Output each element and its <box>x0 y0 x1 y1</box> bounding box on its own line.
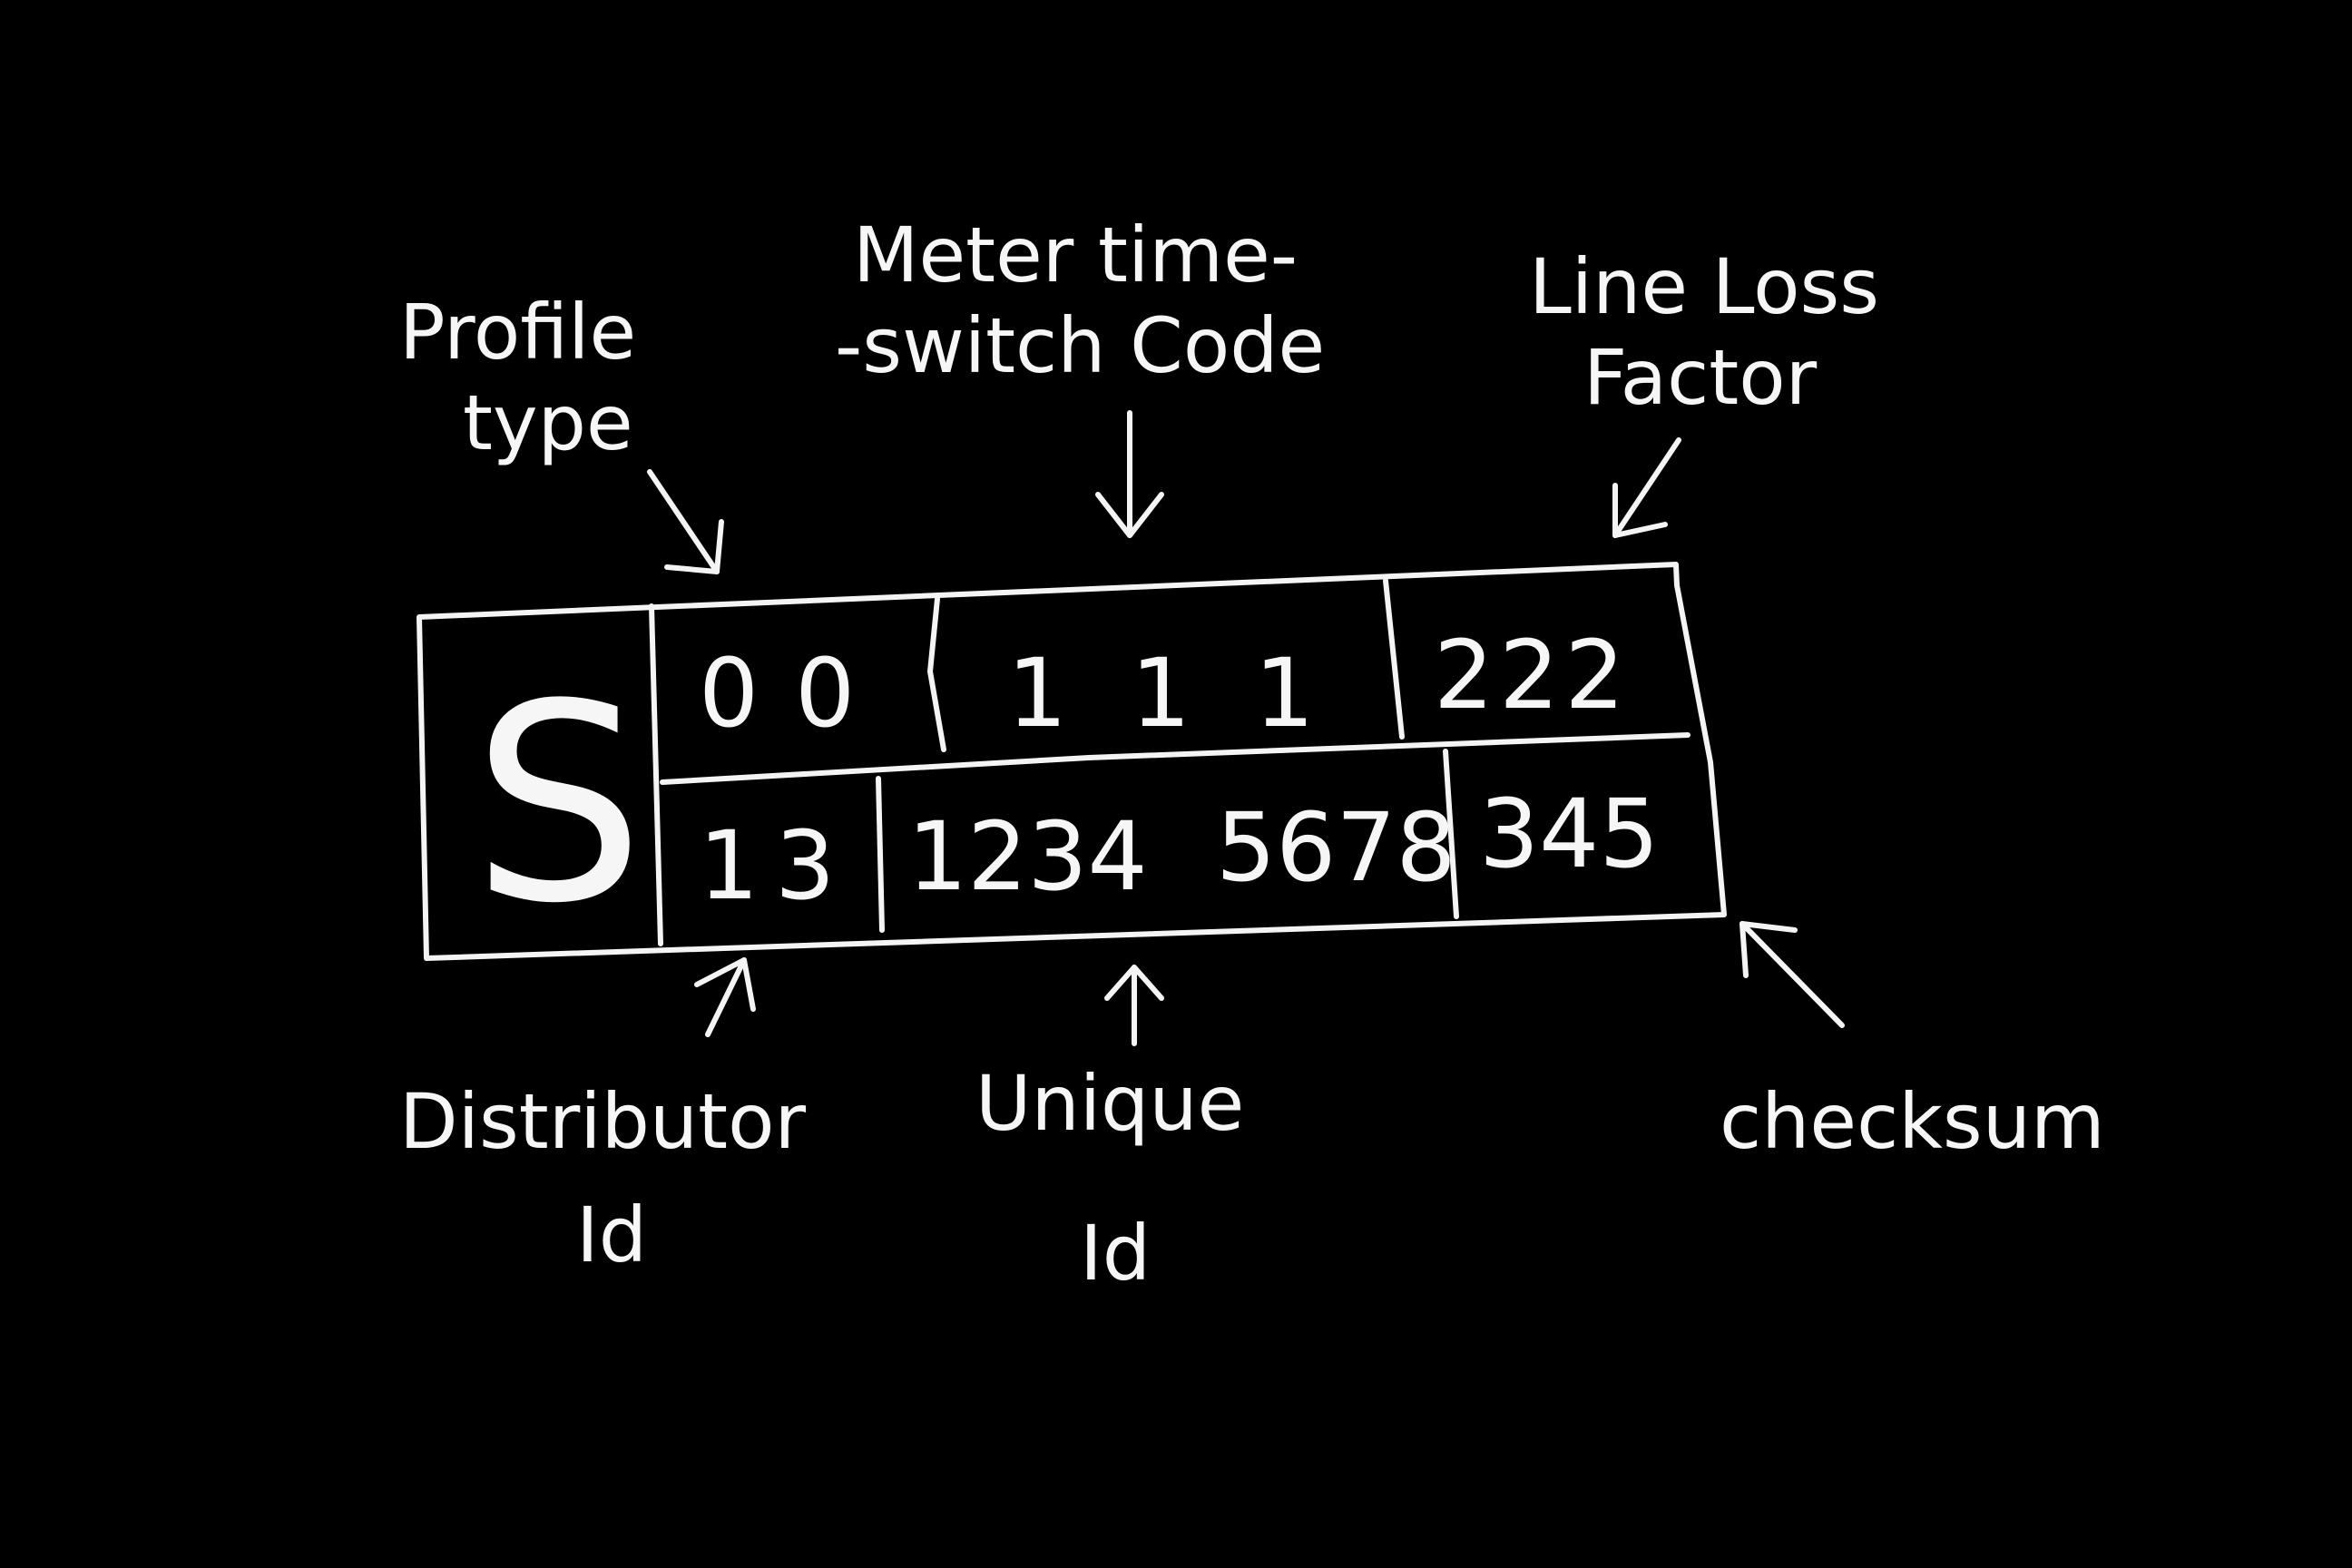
row-divider <box>660 732 1690 785</box>
distributor-id-label-line2: Id <box>576 1191 647 1279</box>
distributor-id-value: 13 <box>699 810 851 921</box>
unique-id-arrow-icon <box>1104 965 1164 1046</box>
meter-code-arrow-icon <box>1095 410 1164 538</box>
line-loss-label-line2: Factor <box>1583 333 1818 422</box>
meter-time-switch-code-value: 111 <box>1007 638 1378 749</box>
meter-code-label-line2: -switch Code <box>835 301 1325 390</box>
top-divider-1 <box>927 596 946 752</box>
meter-code-label-line1: Meter time- <box>853 211 1298 299</box>
top-divider-2 <box>1383 578 1405 740</box>
profile-type-label-line2: type <box>463 378 633 467</box>
unique-id-label-line1: Unique <box>975 1059 1244 1148</box>
distributor-id-label-line1: Distributor <box>399 1077 806 1166</box>
bottom-divider-2 <box>1443 749 1459 919</box>
unique-id-label-line2: Id <box>1080 1209 1151 1298</box>
mpan-outer-box <box>416 562 1727 961</box>
checksum-label: checksum <box>1720 1077 2105 1166</box>
s-box-divider <box>649 603 663 946</box>
line-loss-factor-value: 222 <box>1434 620 1631 730</box>
header-letter-s: S <box>472 646 644 963</box>
profile-type-value: 00 <box>699 638 891 749</box>
distributor-arrow-icon <box>694 957 756 1037</box>
checksum-arrow-icon <box>1740 921 1845 1028</box>
checksum-value: 345 <box>1479 779 1660 889</box>
profile-type-label-line1: Profile <box>399 288 636 377</box>
unique-id-part1-value: 1234 <box>907 801 1148 912</box>
profile-type-arrow-icon <box>647 469 724 574</box>
bottom-divider-1 <box>876 776 885 933</box>
unique-id-part2-value: 5678 <box>1216 792 1456 903</box>
line-loss-label-line1: Line Loss <box>1529 242 1879 331</box>
line-loss-arrow-icon <box>1612 437 1681 538</box>
